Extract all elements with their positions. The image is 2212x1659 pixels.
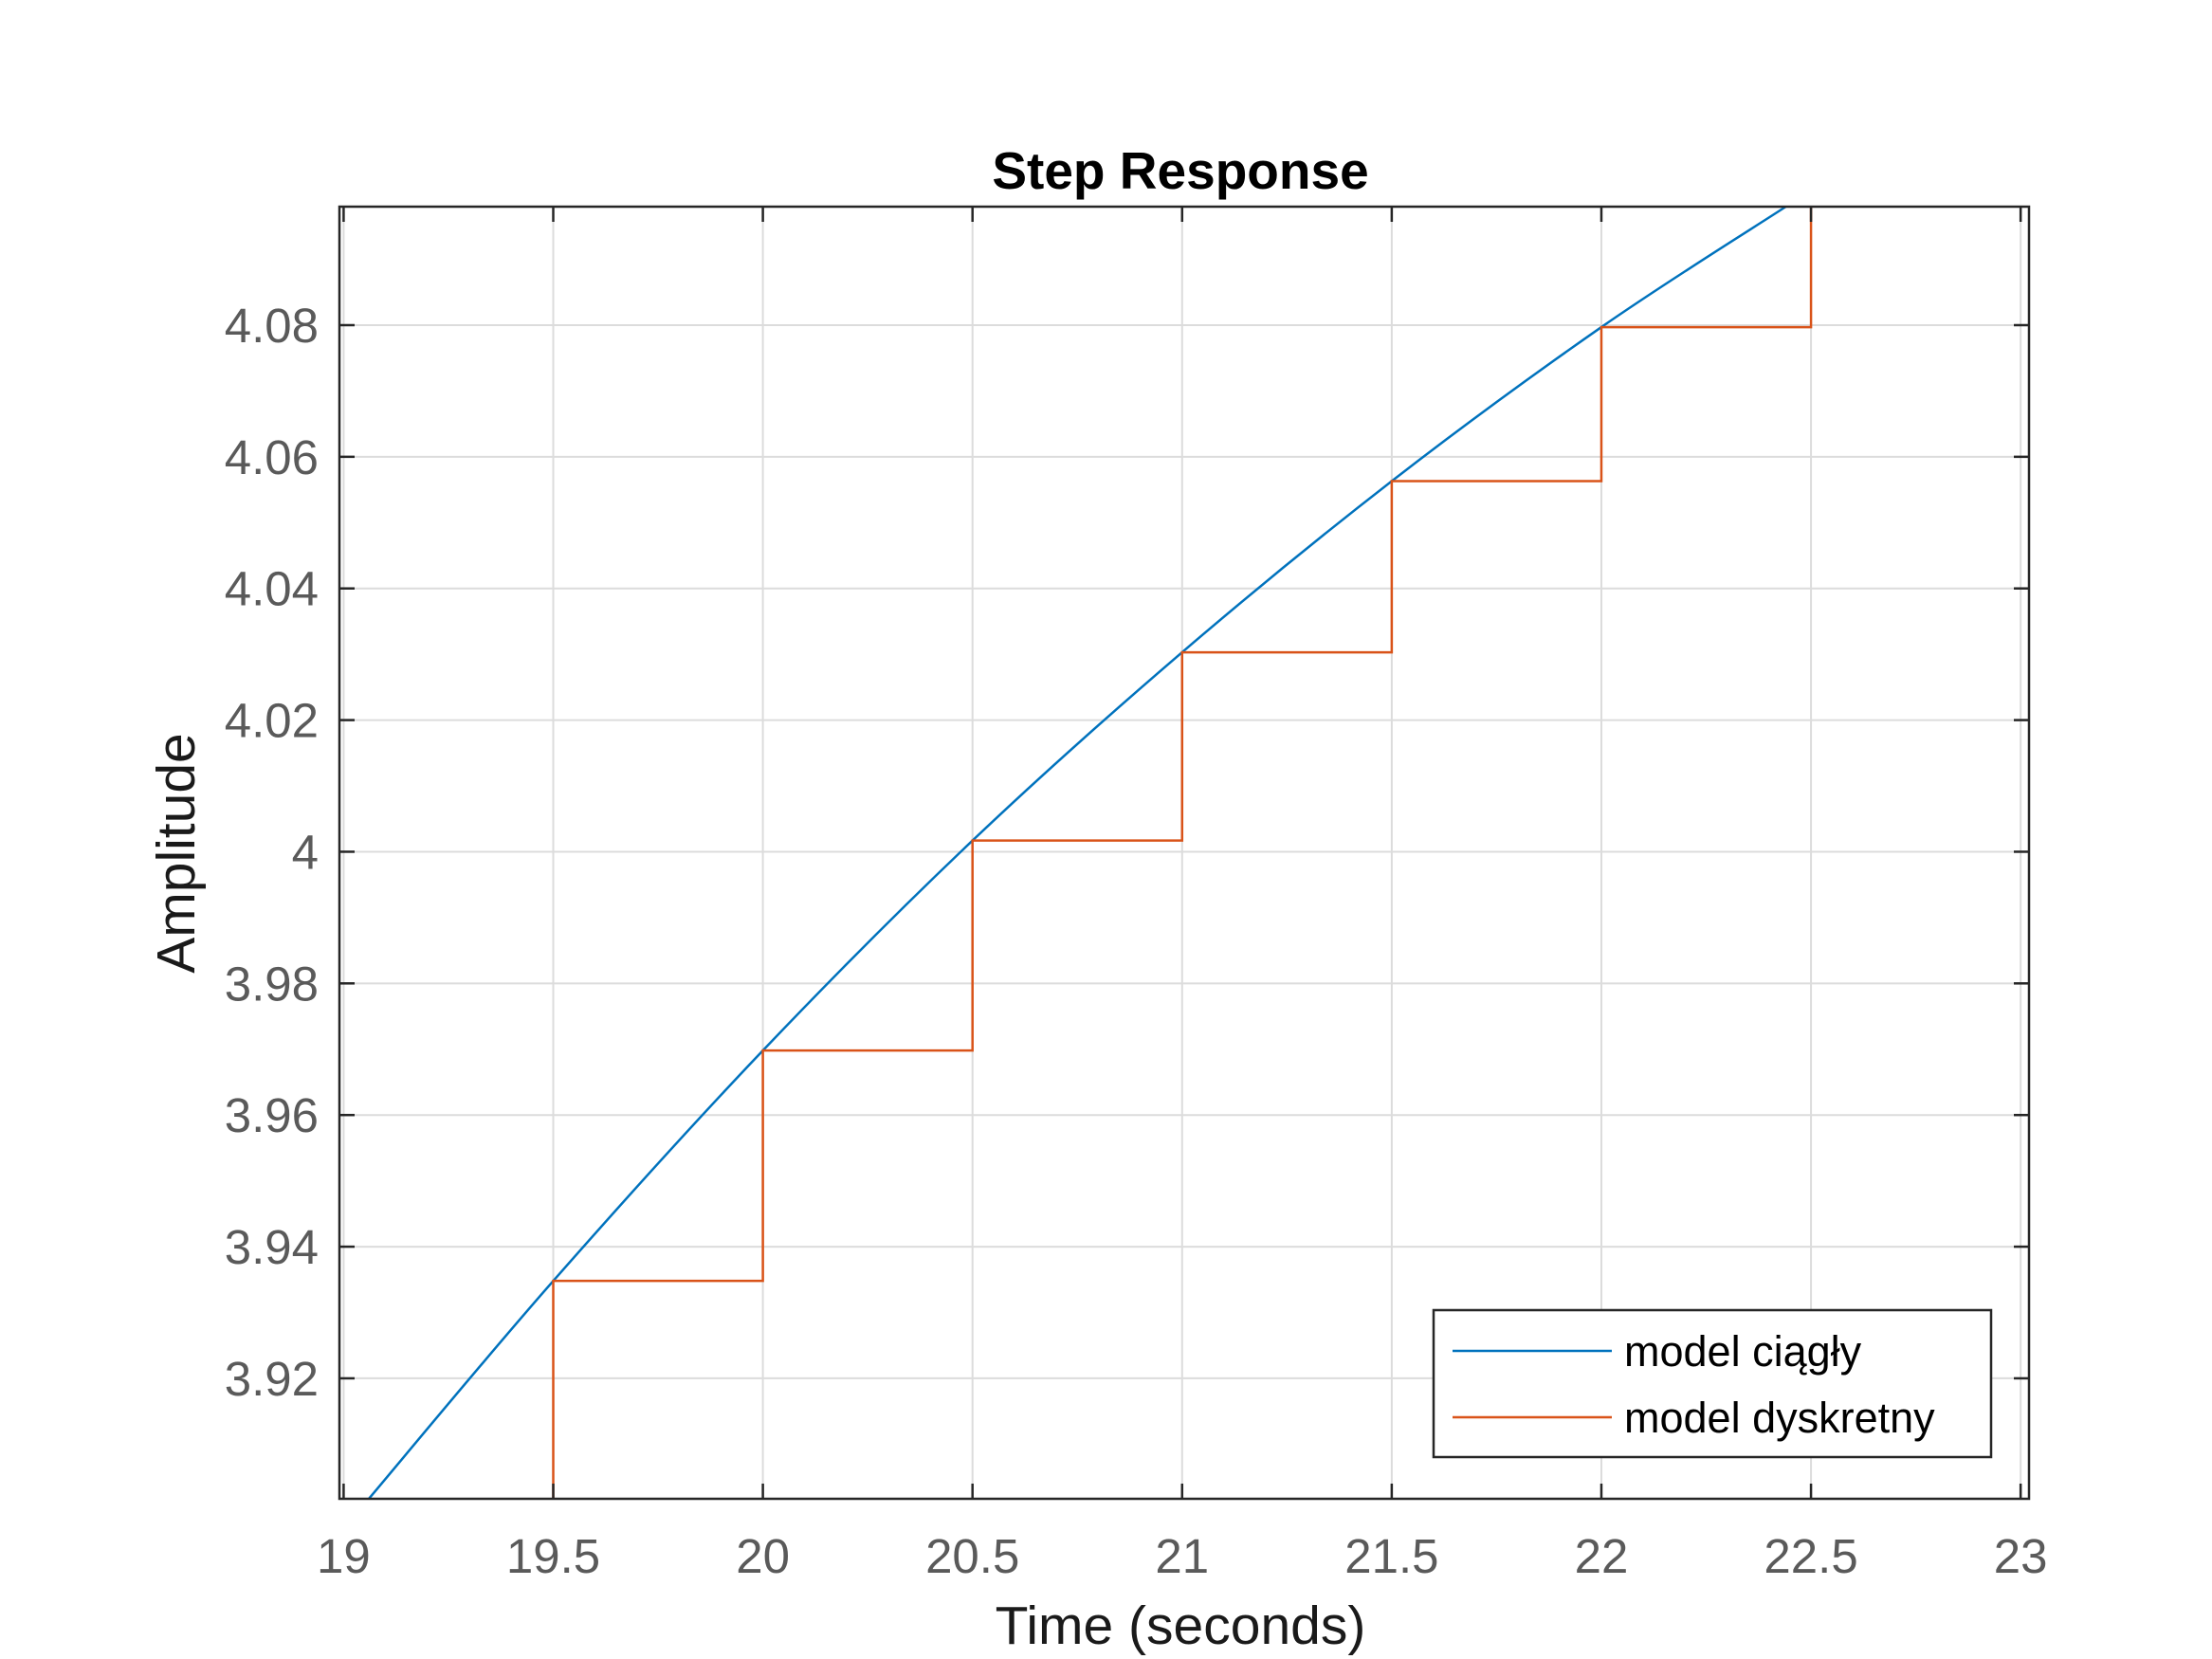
x-tick-label: 22 [1575, 1529, 1629, 1583]
series-layer [367, 205, 1813, 1500]
y-tick-label: 3.96 [225, 1088, 319, 1142]
plot-area [339, 207, 2029, 1499]
x-tick-label: 20 [736, 1529, 790, 1583]
y-tick-label: 3.94 [225, 1220, 319, 1274]
x-tick-label: 21.5 [1344, 1529, 1438, 1583]
x-tick-label: 19 [317, 1529, 371, 1583]
series-line-discrete [552, 207, 1813, 1499]
tick-marks [339, 207, 2029, 1499]
y-tick-label: 3.98 [225, 957, 319, 1011]
legend: model ciągły model dyskretny [1432, 1308, 1993, 1459]
x-tick-label: 22.5 [1764, 1529, 1857, 1583]
y-tick-labels: 3.92 3.94 3.96 3.98 4 4.02 4.04 4.06 4.08 [225, 299, 319, 1406]
x-tick-label: 20.5 [925, 1529, 1019, 1583]
x-axis-label: Time (seconds) [996, 1595, 1366, 1656]
x-tick-labels: 19 19.5 20 20.5 21 21.5 22 22.5 23 [317, 1529, 2047, 1583]
legend-label-discrete: model dyskretny [1624, 1394, 1935, 1442]
y-tick-label: 4.02 [225, 694, 319, 748]
y-tick-label: 4.04 [225, 562, 319, 616]
y-tick-label: 4.08 [225, 299, 319, 353]
series-line-continuous [367, 205, 1787, 1500]
y-axis-label: Amplitude [146, 733, 207, 973]
y-tick-label: 4.06 [225, 430, 319, 484]
y-tick-label: 4 [292, 825, 319, 879]
x-tick-label: 19.5 [506, 1529, 600, 1583]
x-tick-label: 23 [1994, 1529, 2048, 1583]
x-tick-label: 21 [1155, 1529, 1209, 1583]
chart-title: Step Response [992, 141, 1368, 200]
y-tick-label: 3.92 [225, 1352, 319, 1406]
legend-box [1432, 1308, 1993, 1459]
legend-label-continuous: model ciągły [1624, 1327, 1862, 1376]
